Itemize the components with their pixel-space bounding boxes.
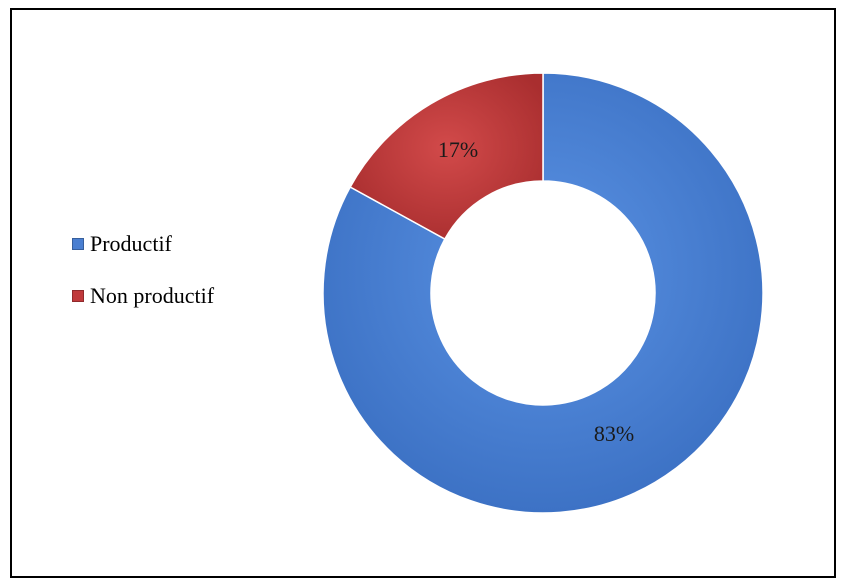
legend-swatch-non-productif [72,290,84,302]
legend-label-non-productif: Non productif [90,283,215,308]
legend-label-productif: Productif [90,231,172,256]
legend-item-non-productif: Non productif [72,280,214,312]
legend-swatch-productif [72,238,84,250]
slice-non-productif [349,72,544,241]
doughnut-slices [322,72,764,514]
data-label-non-productif: 17% [438,137,478,162]
legend-item-productif: Productif [72,228,214,260]
slice-productif [322,72,764,514]
chart-legend: Productif Non productif [72,228,214,332]
data-label-productif: 83% [594,421,634,446]
doughnut-data-labels: 83% 17% [438,137,634,446]
